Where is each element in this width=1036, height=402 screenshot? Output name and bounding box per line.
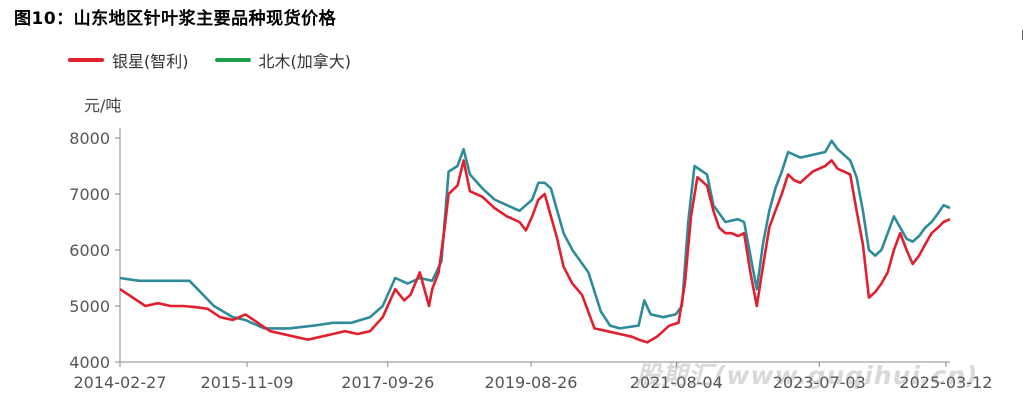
y-tick-label: 4000 [69,353,110,372]
x-tick-label: 2015-11-09 [201,373,294,392]
y-axis-unit: 元/吨 [84,96,122,115]
legend-item-beimu: 北木(加拿大) [214,48,352,72]
x-tick-label: 2021-08-04 [630,373,723,392]
x-tick-label: 2023-07-03 [773,373,866,392]
chart-legend: 银星(智利) 北木(加拿大) [68,48,351,72]
y-tick-label: 7000 [69,185,110,204]
y-tick-label: 5000 [69,297,110,316]
legend-label-beimu: 北木(加拿大) [258,52,352,71]
x-tick-label: 2019-08-26 [485,373,578,392]
x-tick-label: 2025-03-12 [899,373,992,392]
y-tick-label: 8000 [69,129,110,148]
legend-label-yinxing: 银星(智利) [112,52,189,71]
y-tick-label: 6000 [69,241,110,260]
watermark: 股期汇(www.guqihui.cn) [636,361,979,390]
legend-item-yinxing: 银星(智利) [68,48,189,72]
legend-swatch-yinxing [68,58,104,62]
series-line-yinxing [119,159,951,344]
series-line-beimu [119,139,951,330]
edge-rule [1022,30,1023,40]
x-tick-label: 2014-02-27 [74,373,167,392]
x-tick-label: 2017-09-26 [341,373,434,392]
chart-title: 图10：山东地区针叶浆主要品种现货价格 [14,9,337,29]
legend-swatch-beimu [214,58,251,62]
